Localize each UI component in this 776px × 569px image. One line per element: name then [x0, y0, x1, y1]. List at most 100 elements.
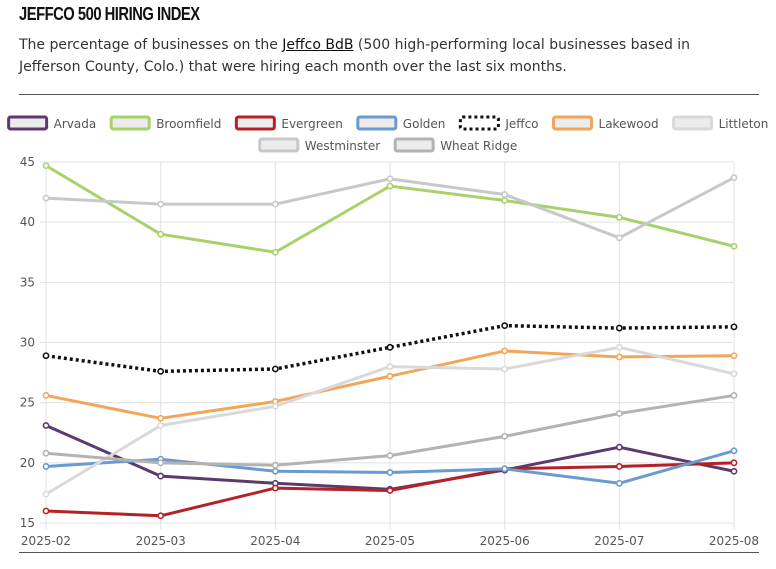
legend-label: Arvada	[54, 117, 97, 131]
subtitle-text-after: (500 high-performing local businesses ba…	[19, 37, 691, 75]
legend-item-jeffco[interactable]: Jeffco	[458, 115, 539, 131]
point-broomfield-2025-03	[157, 230, 165, 238]
point-westminster-2025-08	[730, 174, 738, 182]
point-jeffco-2025-03	[157, 367, 165, 375]
point-evergreen-2025-05	[386, 487, 394, 494]
point-evergreen-2025-04	[271, 484, 279, 492]
y-tick-label: 20	[20, 456, 35, 470]
point-jeffco-2025-05	[386, 343, 394, 351]
legend-label: Wheat Ridge	[440, 139, 517, 153]
point-jeffco-2025-02	[42, 352, 50, 360]
point-jeffco-2025-07	[615, 324, 623, 332]
point-lakewood-2025-06	[501, 347, 509, 355]
legend-item-broomfield[interactable]: Broomfield	[109, 115, 221, 131]
chart-subtitle: The percentage of businesses on the Jeff…	[19, 34, 739, 78]
point-lakewood-2025-05	[386, 372, 394, 380]
point-littleton-2025-05	[386, 363, 394, 370]
legend-swatch	[393, 137, 435, 153]
legend-item-littleton[interactable]: Littleton	[672, 115, 769, 131]
legend-item-westminster[interactable]: Westminster	[258, 137, 380, 153]
x-tick-label: 2025-03	[136, 534, 186, 548]
point-broomfield-2025-04	[271, 248, 279, 256]
point-jeffco-2025-04	[271, 365, 279, 373]
point-arvada-2025-07	[615, 443, 623, 451]
legend-swatch	[7, 115, 49, 131]
series-littleton	[42, 343, 738, 498]
series-lines	[42, 162, 738, 520]
point-littleton-2025-02	[42, 490, 50, 498]
point-golden-2025-08	[730, 447, 738, 455]
subtitle-text-before: The percentage of businesses on the	[19, 37, 283, 53]
point-broomfield-2025-07	[615, 213, 623, 221]
point-wheat-ridge-2025-03	[157, 459, 165, 467]
point-westminster-2025-07	[615, 234, 623, 242]
y-tick-label: 45	[20, 155, 35, 169]
point-littleton-2025-03	[157, 422, 165, 429]
legend: Arvada Broomfield Evergreen Golden Jeffco Lak…	[7, 115, 769, 153]
legend-label: Jeffco	[504, 117, 538, 131]
legend-label: Littleton	[719, 117, 769, 131]
top-divider	[19, 94, 759, 95]
point-westminster-2025-05	[386, 175, 394, 183]
point-arvada-2025-02	[42, 422, 50, 429]
point-golden-2025-07	[615, 479, 623, 487]
legend-item-evergreen[interactable]: Evergreen	[234, 115, 343, 131]
legend-label: Golden	[403, 117, 446, 131]
point-westminster-2025-06	[501, 191, 509, 198]
point-wheat-ridge-2025-02	[42, 449, 50, 457]
y-tick-label: 35	[20, 275, 35, 289]
legend-item-lakewood[interactable]: Lakewood	[552, 115, 659, 131]
legend-swatch	[234, 115, 276, 131]
point-golden-2025-04	[271, 467, 279, 475]
x-tick-label: 2025-08	[709, 534, 759, 548]
point-evergreen-2025-02	[42, 507, 50, 515]
point-lakewood-2025-02	[42, 392, 50, 399]
point-westminster-2025-04	[271, 200, 279, 208]
x-tick-label: 2025-06	[480, 534, 530, 548]
point-littleton-2025-06	[501, 365, 509, 373]
point-evergreen-2025-03	[157, 512, 165, 520]
legend-label: Evergreen	[281, 117, 342, 131]
point-arvada-2025-03	[157, 472, 165, 480]
point-wheat-ridge-2025-04	[271, 461, 279, 469]
point-wheat-ridge-2025-08	[730, 392, 738, 399]
point-golden-2025-02	[42, 463, 50, 470]
y-tick-label: 30	[20, 336, 35, 350]
x-tick-label: 2025-05	[365, 534, 415, 548]
point-littleton-2025-08	[730, 370, 738, 378]
point-evergreen-2025-07	[615, 463, 623, 470]
legend-swatch	[356, 115, 398, 131]
y-tick-label: 25	[20, 396, 35, 410]
series-westminster	[42, 174, 738, 242]
legend-item-golden[interactable]: Golden	[356, 115, 446, 131]
point-golden-2025-05	[386, 469, 394, 476]
point-broomfield-2025-08	[730, 242, 738, 250]
x-axis-ticks: 2025-02 2025-03 2025-04 2025-05 2025-06 2025-…	[21, 534, 759, 548]
point-westminster-2025-03	[157, 200, 165, 208]
y-tick-label: 40	[20, 215, 35, 229]
point-broomfield-2025-06	[501, 197, 509, 204]
point-evergreen-2025-08	[730, 459, 738, 467]
legend-item-arvada[interactable]: Arvada	[7, 115, 97, 131]
jeffco-bdb-link[interactable]: Jeffco BdB	[282, 37, 354, 53]
point-lakewood-2025-08	[730, 352, 738, 360]
point-jeffco-2025-06	[501, 322, 509, 330]
point-wheat-ridge-2025-06	[501, 432, 509, 440]
legend-swatch	[258, 137, 300, 153]
legend-label: Lakewood	[599, 117, 659, 131]
legend-item-wheat-ridge[interactable]: Wheat Ridge	[393, 137, 517, 153]
point-golden-2025-06	[501, 465, 509, 473]
point-arvada-2025-08	[730, 467, 738, 475]
legend-swatch	[672, 115, 714, 131]
legend-swatch	[109, 115, 151, 131]
legend-label: Westminster	[305, 139, 380, 153]
y-axis-ticks: 15 20 25 30 35 40 45	[20, 155, 35, 530]
series-broomfield	[42, 162, 738, 256]
point-littleton-2025-04	[271, 402, 279, 410]
series-wheat-ridge	[42, 392, 738, 469]
bottom-divider	[19, 552, 759, 553]
legend-swatch	[458, 115, 500, 131]
x-tick-label: 2025-04	[250, 534, 300, 548]
series-jeffco	[42, 322, 738, 375]
